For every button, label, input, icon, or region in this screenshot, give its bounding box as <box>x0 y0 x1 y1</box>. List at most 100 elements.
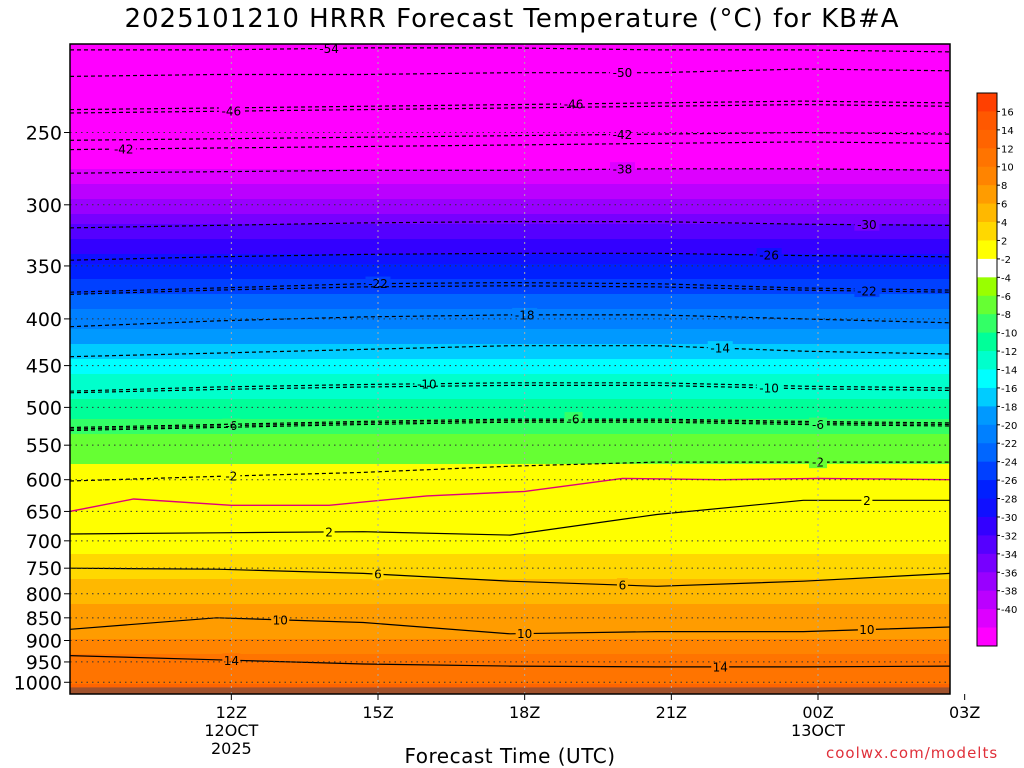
x-tick-label: 03Z <box>949 703 980 722</box>
temperature-band <box>70 409 950 415</box>
temperature-band <box>70 499 950 505</box>
x-tick-label: 12Z <box>216 703 247 722</box>
temperature-band <box>70 364 950 370</box>
colorbar-label: 4 <box>1001 218 1007 229</box>
temperature-band <box>70 259 950 265</box>
temperature-band <box>70 614 950 620</box>
isotherm-label: -10 <box>759 381 779 395</box>
isotherm-label: -38 <box>613 163 633 177</box>
temperature-band <box>70 479 950 485</box>
isotherm-label: -14 <box>710 342 730 356</box>
colorbar-swatch <box>977 295 997 315</box>
colorbar-swatch <box>977 369 997 389</box>
y-tick-label: 750 <box>26 558 62 580</box>
isotherm-label: 2 <box>325 525 333 539</box>
colorbar-swatch <box>977 258 997 278</box>
temperature-band <box>70 94 950 100</box>
colorbar-swatch <box>977 93 997 112</box>
temperature-band <box>70 349 950 355</box>
temperature-band <box>70 319 950 325</box>
temperature-band <box>70 484 950 490</box>
temperature-band <box>70 214 950 220</box>
colorbar-swatch <box>977 461 997 481</box>
x-tick-label: 12OCT <box>204 721 258 740</box>
temperature-band <box>70 279 950 285</box>
colorbar-swatch <box>977 351 997 370</box>
temperature-band <box>70 299 950 305</box>
temperature-band <box>70 264 950 270</box>
colorbar-label: -20 <box>1001 421 1017 432</box>
y-tick-label: 900 <box>26 630 62 652</box>
temperature-band <box>70 639 950 645</box>
temperature-band <box>70 384 950 390</box>
temperature-band <box>70 374 950 380</box>
temperature-band <box>70 239 950 245</box>
temperature-band <box>70 314 950 320</box>
isotherm-label: -6 <box>225 419 237 433</box>
temperature-band <box>70 339 950 345</box>
temperature-band <box>70 359 950 365</box>
temperature-band <box>70 594 950 600</box>
temperature-band <box>70 494 950 500</box>
temperature-band <box>70 504 950 510</box>
colorbar-swatch <box>977 111 997 131</box>
temperature-band <box>70 209 950 215</box>
temperature-band <box>70 169 950 175</box>
temperature-band <box>70 569 950 575</box>
temperature-band <box>70 539 950 545</box>
temperature-band <box>70 344 950 350</box>
temperature-band <box>70 159 950 165</box>
temperature-band <box>70 184 950 190</box>
isotherm-label: -50 <box>613 66 633 80</box>
freezing-line <box>70 477 950 513</box>
temperature-band <box>70 434 950 440</box>
temperature-band <box>70 389 950 395</box>
isotherm-line <box>70 617 950 635</box>
y-tick-label: 1000 <box>14 672 62 694</box>
x-tick-label: 21Z <box>656 703 687 722</box>
temperature-band <box>70 514 950 520</box>
temperature-band <box>70 534 950 540</box>
colorbar-swatch <box>977 609 997 628</box>
y-tick-label: 300 <box>26 195 62 217</box>
temperature-band <box>70 44 950 50</box>
colorbar-swatch <box>977 572 997 592</box>
temperature-band <box>70 629 950 635</box>
colorbar-swatch <box>977 498 997 518</box>
temperature-band <box>70 134 950 140</box>
temperature-band <box>70 589 950 595</box>
y-tick-label: 350 <box>26 256 62 278</box>
isotherm-label: -10 <box>417 377 437 391</box>
colorbar-swatch <box>977 166 997 186</box>
y-tick-label: 250 <box>26 122 62 144</box>
colorbar-label: -26 <box>1001 476 1017 487</box>
temperature-band <box>70 644 950 650</box>
temperature-band <box>70 609 950 615</box>
temperature-band <box>70 309 950 315</box>
temperature-band <box>70 454 950 460</box>
temperature-band <box>70 369 950 375</box>
colorbar-label: -8 <box>1001 310 1011 321</box>
plot-frame <box>69 43 951 695</box>
temperature-band <box>70 444 950 450</box>
temperature-band <box>70 89 950 95</box>
y-tick-label: 950 <box>26 652 62 674</box>
isotherm-label: 10 <box>517 627 532 641</box>
temperature-band <box>70 84 950 90</box>
colorbar-swatch <box>977 332 997 352</box>
temperature-band <box>70 654 950 660</box>
y-tick-label: 450 <box>26 356 62 378</box>
temperature-band <box>70 529 950 535</box>
temperature-band <box>70 99 950 105</box>
y-tick-label: 500 <box>26 397 62 419</box>
ground-band <box>70 687 950 694</box>
x-tick-label: 00Z <box>802 703 833 722</box>
temperature-band <box>70 49 950 55</box>
isotherm-label: 6 <box>374 568 382 582</box>
isotherm-label: -46 <box>564 97 584 111</box>
isotherm-label: -26 <box>759 249 779 263</box>
temperature-band <box>70 684 950 690</box>
temperature-band <box>70 414 950 420</box>
temperature-band <box>70 439 950 445</box>
temperature-band <box>70 109 950 115</box>
